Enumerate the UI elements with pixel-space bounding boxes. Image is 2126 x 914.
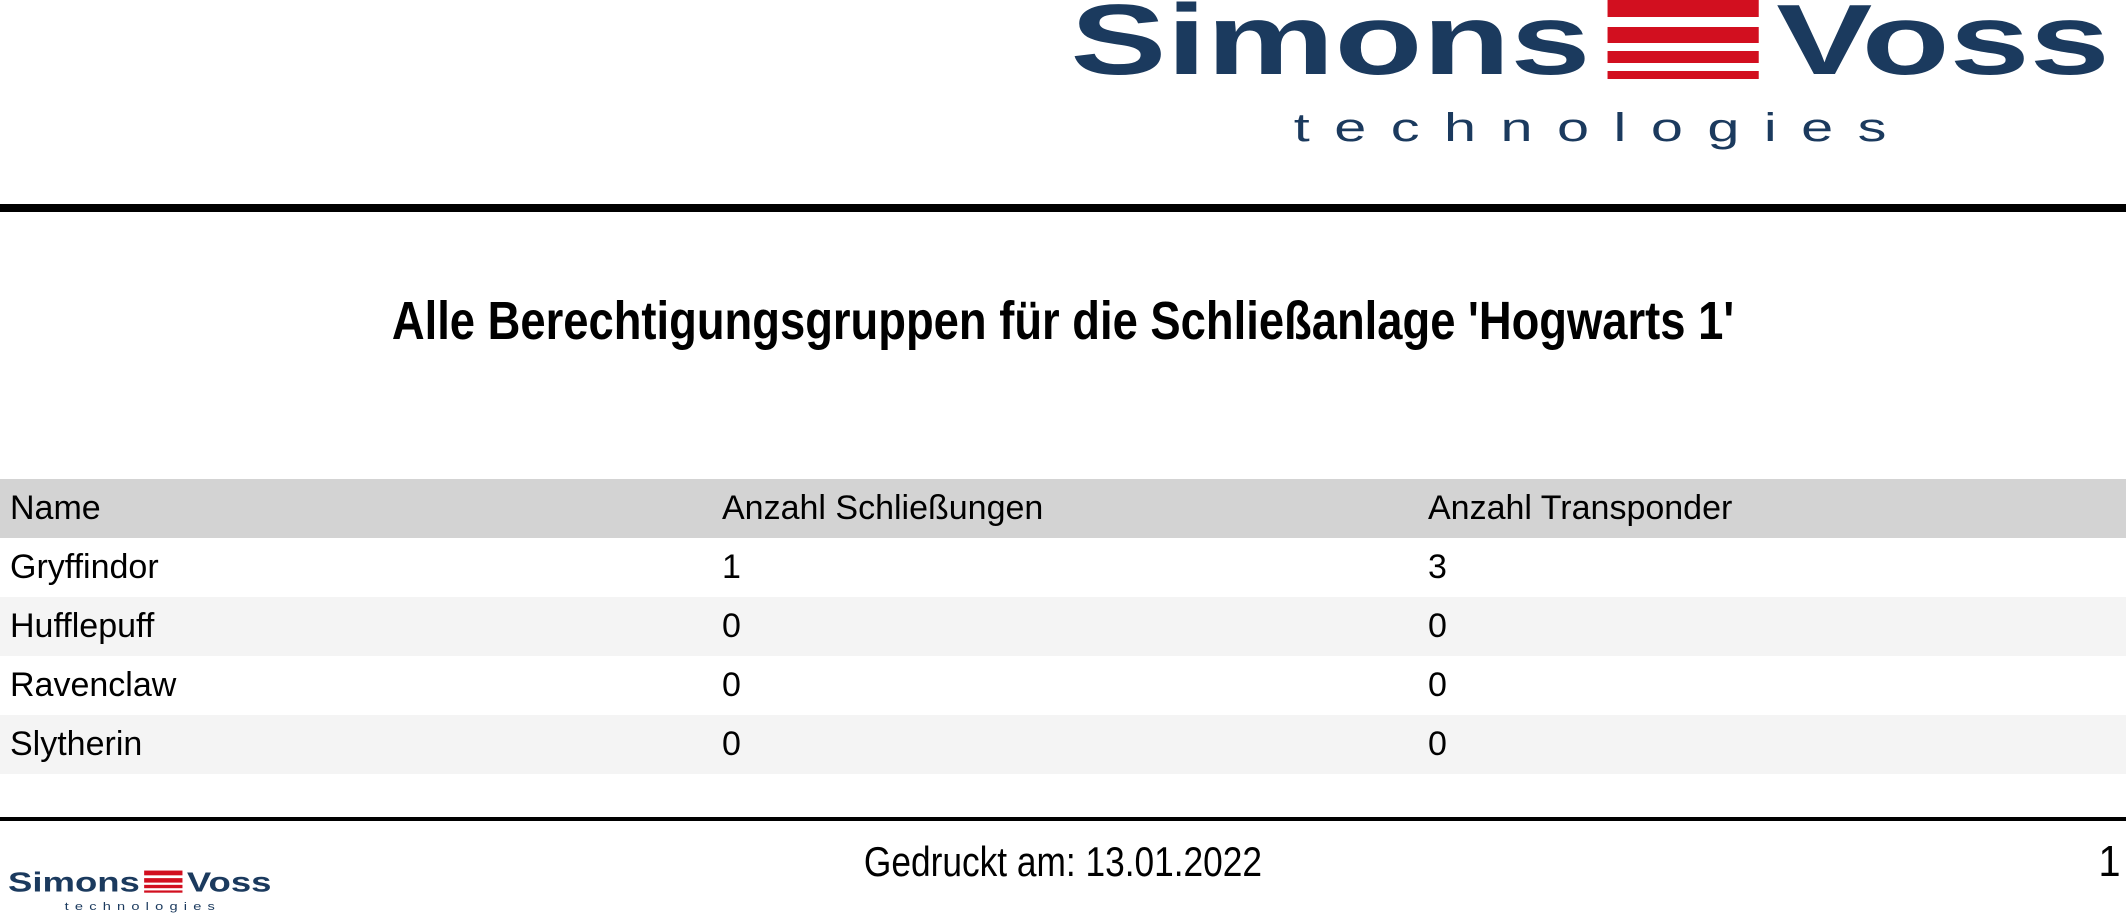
cell-transponders: 0 [1428,666,1447,704]
table-row: Gryffindor 1 3 [0,538,2126,597]
table-row: Ravenclaw 0 0 [0,656,2126,715]
cell-locks: 0 [722,666,741,704]
simonsvoss-logo-wordmark: Simons Voss [1070,0,2110,96]
cell-name: Ravenclaw [10,666,177,704]
red-stripes-icon [144,870,183,893]
column-header-locks: Anzahl Schließungen [722,489,1044,527]
header-rule [0,204,2126,212]
cell-name: Slytherin [10,725,143,763]
cell-name: Gryffindor [10,548,159,586]
column-header-transponders: Anzahl Transponder [1428,489,1733,527]
logo-word-simons: Simons [1070,0,1591,96]
logo-tagline: technologies [1293,106,1912,150]
table-row: Hufflepuff 0 0 [0,597,2126,656]
table-row: Slytherin 0 0 [0,715,2126,774]
page-number: 1 [2097,837,2120,886]
cell-transponders: 0 [1428,607,1447,645]
cell-name: Hufflepuff [10,607,155,645]
authorization-groups-table: Name Anzahl Schließungen Anzahl Transpon… [0,479,2126,774]
printed-date: Gedruckt am: 13.01.2022 [863,838,1263,885]
simonsvoss-logo: Simons Voss technologies [1071,0,2110,148]
logo-word-voss: Voss [1776,0,2110,96]
cell-locks: 0 [722,725,741,763]
cell-locks: 0 [722,607,741,645]
cell-transponders: 0 [1428,725,1447,763]
cell-transponders: 3 [1428,548,1447,586]
cell-locks: 1 [722,548,741,586]
table-header-row: Name Anzahl Schließungen Anzahl Transpon… [0,479,2126,538]
footer-rule [0,817,2126,821]
red-stripes-icon [1608,0,1760,80]
column-header-name: Name [10,489,101,527]
page-title: Alle Berechtigungsgruppen für die Schlie… [391,291,1735,351]
simonsvoss-logo-small: Simons Voss technologies [8,866,272,913]
